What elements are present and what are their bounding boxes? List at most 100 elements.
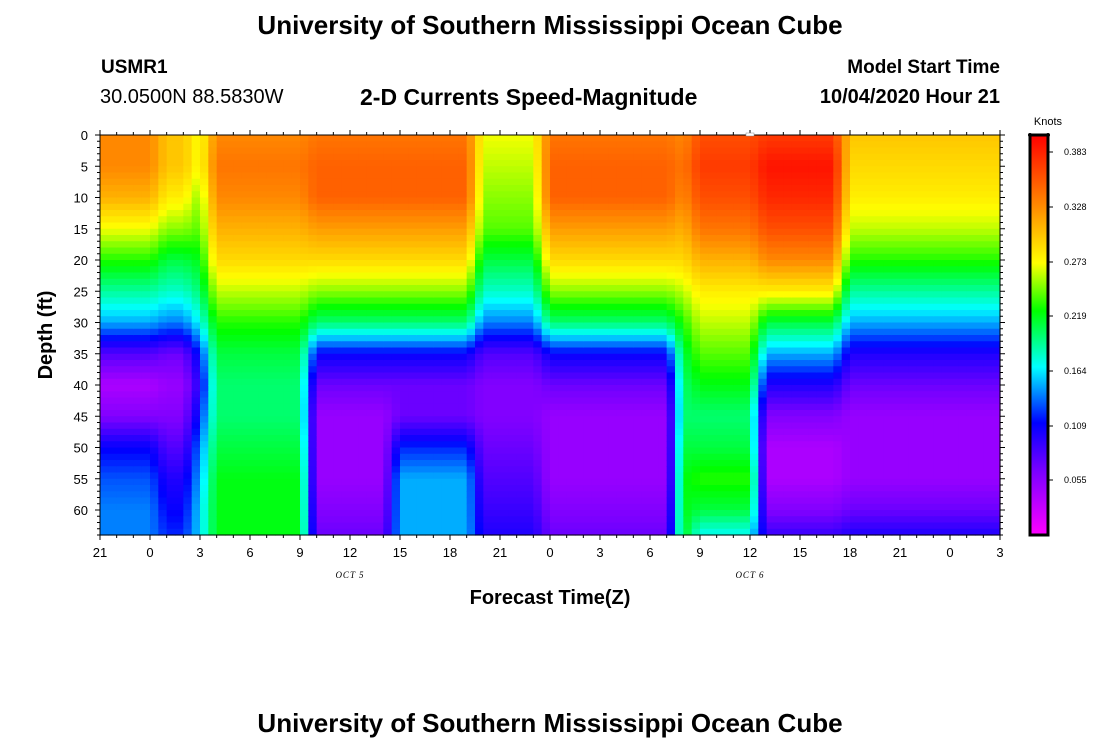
heatmap-cell (308, 422, 318, 430)
heatmap-cell (341, 322, 351, 330)
heatmap-cell (316, 353, 326, 361)
heatmap-cell (308, 466, 318, 474)
heatmap-cell (383, 410, 393, 417)
heatmap-cell (225, 485, 234, 492)
heatmap-cell (575, 291, 584, 299)
heatmap-cell (391, 428, 401, 436)
heatmap-cell (216, 472, 226, 480)
heatmap-cell (525, 247, 534, 255)
heatmap-cell (383, 247, 393, 255)
heatmap-cell (108, 516, 118, 524)
heatmap-cell (375, 441, 384, 449)
heatmap-cell (425, 266, 434, 274)
heatmap-cell (183, 472, 193, 480)
heatmap-cell (258, 197, 268, 205)
heatmap-cell (566, 141, 576, 149)
heatmap-cell (733, 197, 743, 205)
heatmap-cell (408, 416, 418, 424)
heatmap-cell (108, 466, 118, 474)
heatmap-cell (675, 260, 684, 267)
heatmap-cell (400, 522, 409, 530)
heatmap-cell (450, 266, 459, 274)
heatmap-cell (741, 266, 751, 274)
heatmap-cell (550, 397, 559, 405)
heatmap-cell (100, 447, 109, 455)
heatmap-cell (700, 253, 709, 261)
heatmap-cell (100, 235, 109, 242)
heatmap-cell (500, 178, 509, 186)
heatmap-cell (141, 341, 151, 349)
heatmap-cell (233, 272, 243, 280)
heatmap-cell (150, 397, 159, 405)
heatmap-cell (441, 478, 451, 486)
heatmap-cell (175, 322, 184, 330)
heatmap-cell (475, 410, 484, 417)
heatmap-cell (550, 378, 559, 386)
heatmap-cell (658, 210, 668, 217)
heatmap-cell (741, 197, 751, 205)
heatmap-cell (583, 391, 593, 399)
heatmap-cell (475, 403, 484, 411)
heatmap-cell (541, 147, 551, 155)
heatmap-cell (341, 247, 351, 255)
heatmap-cell (183, 297, 193, 305)
heatmap-cell (691, 160, 701, 167)
heatmap-cell (408, 235, 418, 242)
heatmap-cell (425, 391, 434, 399)
heatmap-cell (458, 391, 468, 399)
heatmap-cell (425, 335, 434, 342)
heatmap-cell (675, 222, 684, 230)
heatmap-cell (583, 135, 593, 142)
heatmap-cell (700, 397, 709, 405)
heatmap-cell (350, 385, 359, 392)
heatmap-cell (441, 172, 451, 180)
heatmap-cell (650, 353, 659, 361)
heatmap-cell (125, 303, 134, 311)
heatmap-cell (591, 453, 601, 461)
heatmap-cell (250, 166, 259, 174)
heatmap-cell (650, 303, 659, 311)
heatmap-cell (725, 403, 734, 411)
heatmap-cell (475, 291, 484, 299)
heatmap-cell (283, 197, 293, 205)
heatmap-cell (666, 497, 676, 505)
heatmap-cell (541, 222, 551, 230)
heatmap-cell (491, 272, 501, 280)
heatmap-cell (650, 341, 659, 349)
heatmap-cell (125, 210, 134, 217)
heatmap-cell (466, 372, 476, 380)
heatmap-cell (316, 303, 326, 311)
heatmap-cell (666, 247, 676, 255)
heatmap-cell (350, 472, 359, 480)
heatmap-cell (683, 160, 693, 167)
heatmap-cell (166, 341, 176, 349)
heatmap-cell (233, 510, 243, 517)
heatmap-cell (175, 435, 184, 442)
heatmap-cell (433, 166, 443, 174)
heatmap-cell (175, 397, 184, 405)
heatmap-cell (716, 241, 726, 249)
heatmap-cell (183, 228, 193, 236)
heatmap-cell (575, 360, 584, 367)
heatmap-cell (525, 491, 534, 499)
heatmap-cell (125, 341, 134, 349)
heatmap-cell (375, 297, 384, 305)
heatmap-cell (666, 197, 676, 205)
heatmap-cell (308, 203, 318, 211)
heatmap-cell (258, 260, 268, 267)
heatmap-cell (591, 210, 601, 217)
heatmap-cell (275, 510, 284, 517)
heatmap-cell (666, 453, 676, 461)
heatmap-cell (316, 291, 326, 299)
heatmap-cell (116, 291, 126, 299)
heatmap-cell (450, 516, 459, 524)
heatmap-cell (500, 428, 509, 436)
heatmap-cell (208, 428, 218, 436)
heatmap-cell (225, 328, 234, 336)
heatmap-cell (741, 141, 751, 149)
heatmap-cell (491, 428, 501, 436)
heatmap-cell (558, 166, 568, 174)
heatmap-cell (558, 241, 568, 249)
heatmap-cell (525, 278, 534, 286)
heatmap-cell (575, 272, 584, 280)
